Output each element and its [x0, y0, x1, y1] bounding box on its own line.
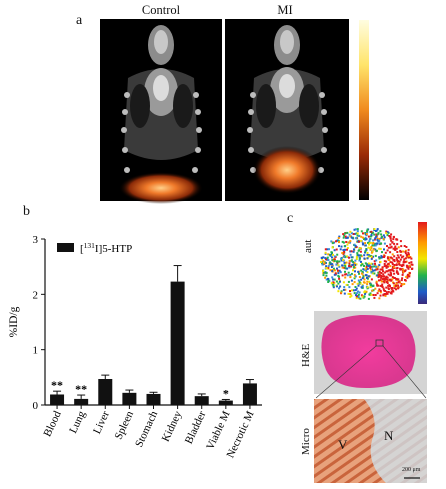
- legend-label: [131I]5-HTP: [80, 241, 132, 255]
- y-tick-label: 2: [33, 289, 39, 301]
- y-axis-label: %ID/g: [8, 306, 20, 337]
- panel-c-images: [314, 222, 427, 483]
- bar-necrotic-m: [242, 383, 257, 405]
- y-tick-label: 1: [33, 345, 39, 357]
- bar-liver: [98, 378, 113, 405]
- scale-bar-label: 200 μm: [402, 467, 421, 473]
- panel-b-letter: b: [23, 204, 30, 219]
- ct-images: [100, 19, 369, 204]
- x-tick-label: Stomach: [133, 409, 160, 449]
- mi-title: MI: [277, 3, 293, 17]
- y-tick-label: 3: [33, 234, 39, 246]
- x-tick-label: Liver: [91, 409, 112, 436]
- bar-kidney: [170, 281, 185, 405]
- x-tick-label: Blood: [42, 409, 64, 439]
- row-label-micro: Micro: [300, 428, 312, 455]
- significance-marker: *: [223, 386, 229, 400]
- bar-spleen: [122, 392, 137, 405]
- bar-blood: [50, 394, 65, 405]
- panel-c-letter: c: [287, 211, 294, 226]
- bar-bladder: [194, 396, 209, 405]
- control-ct-image: [100, 19, 222, 204]
- significance-marker: **: [75, 382, 87, 396]
- control-title: Control: [141, 3, 181, 17]
- color-scale-bar: [359, 20, 369, 200]
- x-tick-label: Spleen: [113, 409, 137, 442]
- biodistribution-chart: 0 1 2 3 %ID/g [131I]5-HTP ** Blood ** Lung Liver Sp…: [8, 234, 262, 460]
- legend-swatch: [57, 243, 74, 252]
- x-tick-label: Bladder: [183, 409, 209, 446]
- bar-viable-m: [218, 400, 233, 405]
- mi-ct-image: [225, 19, 349, 201]
- aut-color-scale: [418, 222, 427, 304]
- panel-a-letter: a: [76, 13, 83, 28]
- bar-stomach: [146, 393, 161, 405]
- bar-lung: [74, 398, 89, 405]
- autoradiography-image: [320, 228, 414, 300]
- row-label-he: H&E: [300, 343, 312, 367]
- row-label-aut: aut: [302, 239, 314, 253]
- significance-marker: **: [51, 378, 63, 392]
- x-tick-label: Lung: [67, 409, 88, 436]
- micro-label-v: V: [338, 437, 348, 452]
- micro-label-n: N: [384, 428, 394, 443]
- y-tick-label: 0: [33, 400, 39, 412]
- x-tick-label: Kidney: [160, 409, 185, 444]
